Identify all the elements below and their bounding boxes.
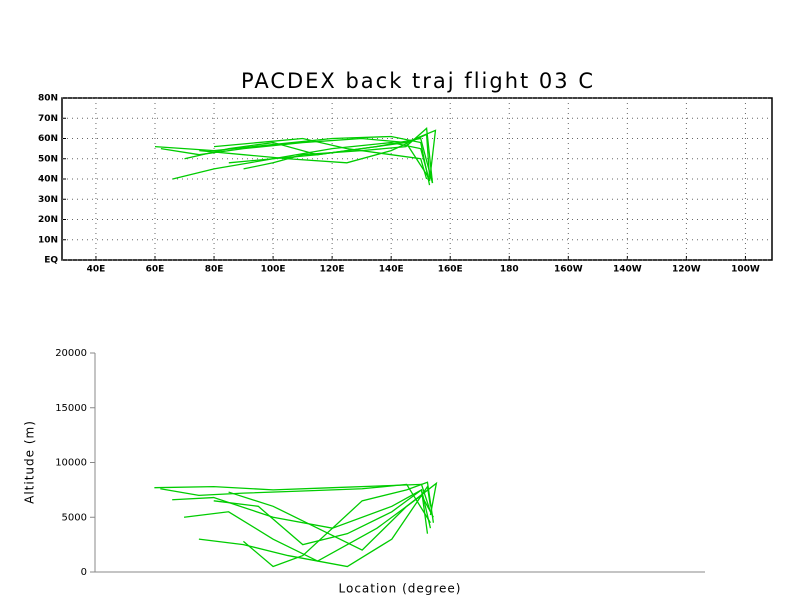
- x-tick-label: 140W: [613, 265, 642, 275]
- y-tick-label: 5000: [62, 512, 87, 523]
- y-tick-label: 70N: [38, 114, 58, 124]
- x-tick-label: 120E: [320, 265, 345, 275]
- x-tick-label: 140E: [379, 265, 404, 275]
- trajectory: [242, 481, 435, 568]
- x-tick-label: 60E: [146, 265, 165, 275]
- x-tick-label: 180: [500, 265, 519, 275]
- y-tick-label: 20000: [55, 348, 87, 359]
- trajectory: [183, 494, 434, 562]
- y-tick-label: 50N: [38, 154, 58, 164]
- trajectory: [228, 129, 437, 182]
- trajectory: [243, 127, 434, 184]
- x-tick-label: 100W: [731, 265, 760, 275]
- trajectory: [154, 135, 431, 186]
- x-tick-label: 100E: [261, 265, 286, 275]
- x-tick-label: 80E: [205, 265, 224, 275]
- y-tick-label: 80N: [38, 94, 58, 104]
- x-axis-label: Location (degree): [339, 582, 462, 596]
- y-tick-label: 15000: [55, 403, 87, 414]
- x-tick-label: 120W: [672, 265, 701, 275]
- y-tick-label: 30N: [38, 195, 58, 205]
- trajectory: [213, 488, 429, 546]
- y-axis-label: Altitude (m): [23, 420, 37, 504]
- trajectory: [228, 481, 438, 551]
- x-tick-label: 40E: [87, 265, 106, 275]
- y-tick-label: 60N: [38, 134, 58, 144]
- y-tick-label: 40N: [38, 175, 58, 185]
- y-tick-label: 0: [81, 567, 87, 578]
- chart-title: PACDEX back traj flight 03 C: [241, 69, 595, 93]
- x-tick-label: 160E: [438, 265, 463, 275]
- x-tick-label: 160W: [554, 265, 583, 275]
- y-tick-label: 20N: [38, 215, 58, 225]
- y-tick-label: EQ: [44, 256, 58, 266]
- y-tick-label: 10000: [55, 458, 87, 469]
- trajectory: [213, 137, 428, 180]
- y-tick-label: 10N: [38, 235, 58, 245]
- trajectory: [172, 141, 431, 182]
- trajectory: [172, 488, 432, 529]
